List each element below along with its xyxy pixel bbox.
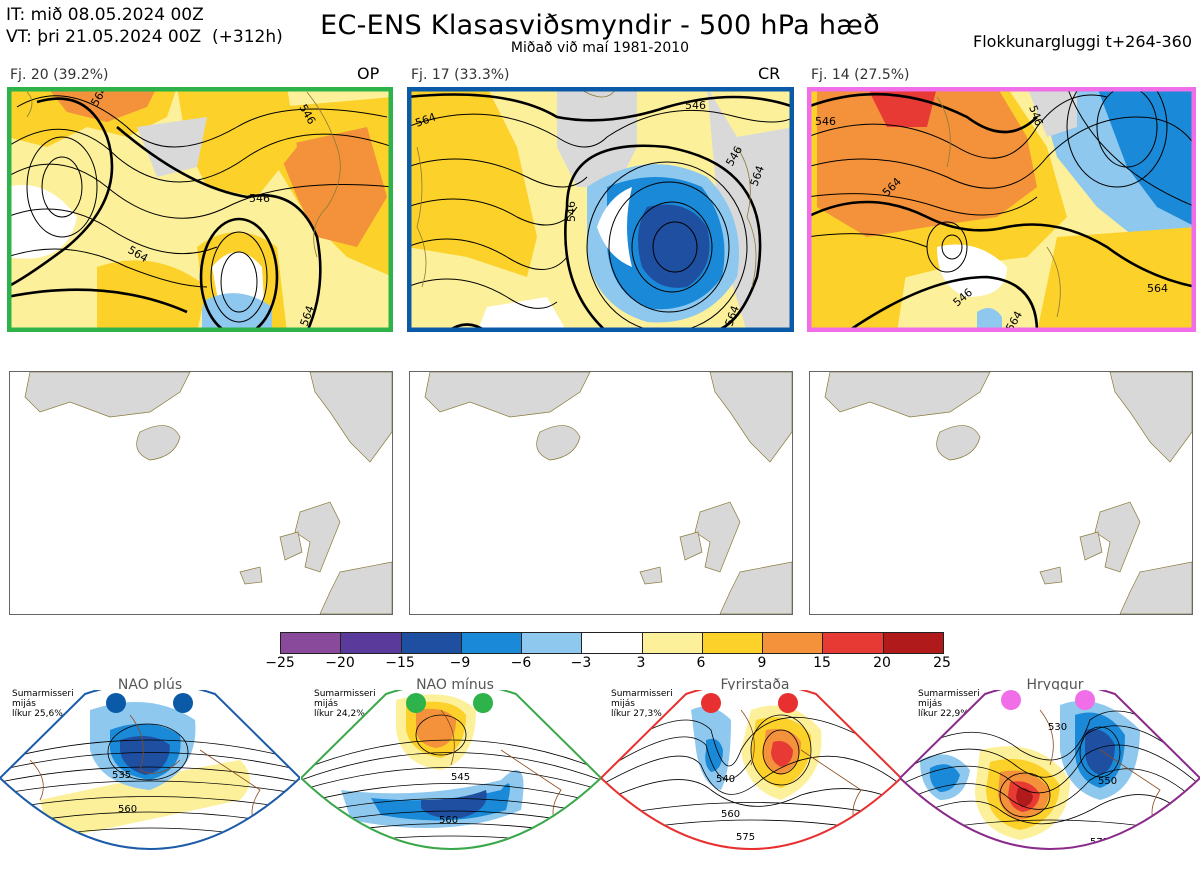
valid-time: VT: þri 21.05.2024 00Z (+312h) (6, 27, 283, 47)
regime-4-map: 530 550 575 (898, 682, 1200, 870)
cluster-2-anomaly-map (409, 371, 793, 615)
regime-2-contour-label: 575 (446, 850, 465, 861)
colorbar-tick: −25 (265, 655, 295, 671)
cluster-3-contour-label: 564 (1147, 282, 1168, 295)
cluster-1-label: Fj. 20 (39.2%) (10, 67, 109, 83)
colorbar-bin (341, 633, 402, 653)
regime-2-contour-label: 545 (451, 772, 470, 783)
regime-1-map: 535 560 (0, 682, 302, 870)
regime-1-contour-label: 535 (112, 770, 131, 781)
cluster-2-map: 564 546 546 546 564 564 (407, 87, 794, 332)
cluster-1-tag: OP (357, 64, 380, 83)
colorbar-bin (642, 633, 703, 653)
cluster-3-contour-label: 546 (815, 115, 836, 128)
colorbar-bin (281, 633, 342, 653)
colorbar-tick: −20 (325, 655, 355, 671)
colorbar-tick: 6 (696, 655, 706, 671)
cluster-3-anomaly-map (809, 371, 1193, 615)
regime-3-marker-right (778, 693, 798, 713)
header-info: IT: mið 08.05.2024 00Z VT: þri 21.05.202… (6, 4, 283, 48)
cluster-2-contour-label: 546 (565, 201, 578, 222)
colorbar-bin (883, 633, 943, 653)
cluster-1-map: 546 564 564 546 564 (7, 87, 393, 332)
regime-2-map: 545 560 575 (299, 682, 603, 870)
regime-3-map: 540 560 575 (599, 682, 903, 870)
regime-2-title: NAO mínus (416, 677, 494, 693)
colorbar-bin (702, 633, 764, 653)
regime-3-note: Sumarmisseri mijás líkur 27,3% (611, 689, 673, 719)
cluster-1-contour-label: 546 (249, 192, 270, 205)
colorbar-bin (823, 633, 884, 653)
regime-1-title: NAO plús (117, 677, 183, 693)
colorbar-tick: 25 (933, 655, 951, 671)
regime-1-contour-label: 560 (118, 804, 137, 815)
regime-3-contour-label: 540 (716, 774, 735, 785)
colorbar-tick: −6 (510, 655, 532, 671)
regime-4-contour-label: 530 (1048, 722, 1067, 733)
page-title: EC-ENS Klasasviðsmyndir - 500 hPa hæð (320, 10, 880, 41)
colorbar-bin (461, 633, 523, 653)
colorbar-tick: 9 (757, 655, 767, 671)
colorbar-bin (401, 633, 462, 653)
regime-2-note: Sumarmisseri mijás líkur 24,2% (314, 689, 376, 719)
cluster-2-label: Fj. 17 (33.3%) (411, 67, 510, 83)
initial-time: IT: mið 08.05.2024 00Z (6, 5, 204, 25)
regime-2-contour-label: 560 (439, 815, 458, 826)
colorbar (280, 632, 944, 654)
regime-2-marker-left (406, 693, 426, 713)
colorbar-tick: −9 (449, 655, 471, 671)
colorbar-tick: −15 (385, 655, 415, 671)
regime-4-marker-right (1075, 690, 1095, 710)
colorbar-tick: −3 (570, 655, 592, 671)
colorbar-bin (522, 633, 583, 653)
regime-1-note: Sumarmisseri mijás líkur 25,6% (12, 689, 74, 719)
colorbar-bin (582, 633, 643, 653)
regime-1-marker-right (173, 693, 193, 713)
colorbar-tick: 15 (813, 655, 831, 671)
regime-4-marker-left (1001, 690, 1021, 710)
regime-4-note: Sumarmisseri mijás líkur 22,9% (918, 689, 980, 719)
classification-window: Flokkunargluggi t+264-360 (973, 32, 1192, 51)
regime-3-contour-label: 560 (721, 809, 740, 820)
regime-2-marker-right (473, 693, 493, 713)
colorbar-tick: 20 (873, 655, 891, 671)
colorbar-tick: 3 (636, 655, 646, 671)
regime-3-contour-label: 575 (736, 832, 755, 843)
regime-4-contour-label: 550 (1098, 776, 1117, 787)
regime-3-marker-left (701, 693, 721, 713)
regime-4-title: Hryggur (1026, 677, 1084, 693)
cluster-2-contour-label: 546 (685, 99, 706, 112)
colorbar-bin (763, 633, 824, 653)
cluster-1-anomaly-map (9, 371, 393, 615)
regime-1-marker-left (106, 693, 126, 713)
cluster-3-label: Fj. 14 (27.5%) (811, 67, 910, 83)
cluster-2-tag: CR (758, 64, 781, 83)
page-subtitle: Miðað við maí 1981-2010 (510, 40, 690, 56)
regime-3-title: Fyrirstaða (720, 677, 790, 693)
cluster-3-map: 546 564 546 564 546 564 (807, 87, 1196, 332)
